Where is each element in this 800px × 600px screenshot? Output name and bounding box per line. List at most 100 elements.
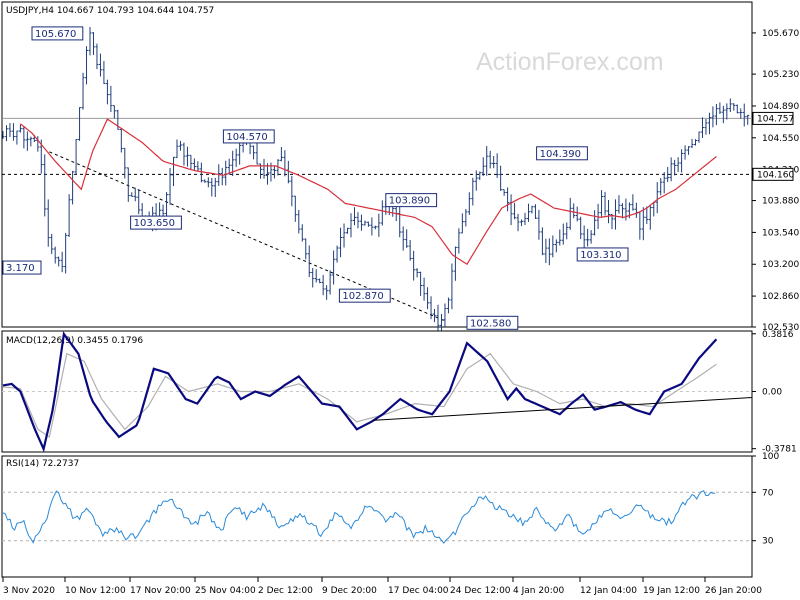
annotation-label: 103.890 bbox=[389, 196, 430, 207]
ohlc-bar bbox=[742, 103, 746, 127]
ohlc-bar bbox=[307, 245, 311, 278]
ohlc-bar bbox=[85, 46, 89, 85]
ohlc-bar bbox=[185, 146, 189, 167]
ohlc-bar bbox=[339, 227, 343, 258]
ohlc-bar bbox=[464, 209, 468, 227]
macd-panel: MACD(12,26,9) 0.3455 0.1796 0.3816 0.00 -0… bbox=[1, 330, 797, 455]
ohlc-bar bbox=[265, 163, 269, 185]
ohlc-bar bbox=[102, 61, 106, 84]
ohlc-bar bbox=[405, 229, 409, 248]
moving-average bbox=[20, 118, 717, 266]
ohlc-bar bbox=[325, 285, 329, 300]
x-tick-label: 4 Jan 20:00 bbox=[513, 586, 565, 596]
ohlc-bar bbox=[481, 157, 485, 177]
ohlc-bar bbox=[67, 194, 71, 238]
ohlc-bar bbox=[565, 222, 569, 240]
ohlc-bar bbox=[15, 130, 19, 145]
ohlc-bar bbox=[352, 207, 356, 226]
ohlc-bar bbox=[666, 166, 670, 183]
ohlc-bar bbox=[485, 146, 489, 176]
ohlc-bar bbox=[572, 203, 576, 219]
x-axis: 3 Nov 2020 10 Nov 12:00 17 Nov 20:00 25 Nov… bbox=[2, 577, 762, 596]
rsi-line bbox=[2, 490, 716, 544]
ohlc-bar bbox=[707, 112, 711, 135]
ohlc-bar bbox=[478, 171, 482, 181]
ohlc-bar bbox=[474, 170, 478, 191]
ohlc-bar bbox=[582, 225, 586, 251]
ohlc-bar bbox=[460, 213, 464, 234]
ohlc-bar bbox=[673, 159, 677, 176]
macd-path bbox=[2, 331, 718, 453]
ohlc-bar bbox=[446, 297, 450, 314]
ohlc-bar bbox=[648, 204, 652, 230]
reference-level-marker-label: 104.160 bbox=[757, 170, 794, 180]
ohlc-bar bbox=[415, 268, 419, 278]
ohlc-bar bbox=[380, 200, 384, 226]
annotation-box bbox=[466, 315, 519, 330]
reference-level-marker-box bbox=[752, 167, 794, 181]
moving-average-line bbox=[20, 118, 717, 266]
ohlc-bar bbox=[687, 146, 691, 155]
ohlc-bar bbox=[412, 250, 416, 281]
rsi-panel-frame bbox=[1, 455, 753, 578]
ohlc-bar bbox=[314, 269, 318, 283]
ohlc-bar bbox=[513, 202, 517, 220]
annotation-box bbox=[130, 215, 182, 230]
ohlc-bar bbox=[81, 72, 85, 110]
ohlc-bar bbox=[199, 162, 203, 183]
x-tick-label: 3 Nov 2020 bbox=[3, 586, 55, 596]
price-tick-label: 103.880 bbox=[762, 197, 799, 207]
annotation-box bbox=[2, 260, 42, 275]
ohlc-bar bbox=[492, 156, 496, 169]
ohlc-bar bbox=[297, 209, 301, 234]
ohlc-bar bbox=[300, 224, 304, 242]
ohlc-bar bbox=[53, 246, 57, 264]
ohlc-bar bbox=[401, 226, 405, 251]
ohlc-bar bbox=[370, 217, 374, 236]
ohlc-bar bbox=[78, 107, 82, 141]
annotation-box bbox=[385, 193, 438, 208]
ohlc-bar bbox=[506, 187, 510, 212]
annotation-label: 3.170 bbox=[6, 263, 35, 274]
ohlc-bar bbox=[272, 166, 276, 179]
ohlc-bar bbox=[450, 263, 454, 310]
ohlc-bar bbox=[471, 177, 475, 206]
price-tick-label: 104.550 bbox=[762, 134, 799, 144]
ohlc-bar bbox=[165, 192, 169, 218]
ohlc-bar bbox=[453, 246, 457, 281]
ohlc-bar bbox=[683, 145, 687, 160]
price-reference-line bbox=[2, 117, 752, 175]
ohlc-bar bbox=[234, 148, 238, 168]
rsi-tick-label: 100 bbox=[762, 452, 779, 462]
ohlc-bar bbox=[436, 304, 440, 336]
macd-tick-label: 0.3816 bbox=[762, 330, 794, 340]
ohlc-bar bbox=[172, 156, 176, 187]
ohlc-bar bbox=[676, 157, 680, 172]
ohlc-bar bbox=[690, 138, 694, 148]
ohlc-bar bbox=[732, 103, 736, 111]
ohlc-bar bbox=[213, 177, 217, 197]
ohlc-bar bbox=[488, 150, 492, 169]
ohlc-bar bbox=[544, 238, 548, 264]
rsi-panel: RSI(14) 72.2737 100 70 30 bbox=[1, 452, 779, 578]
ohlc-bar bbox=[311, 268, 315, 288]
ohlc-bar bbox=[680, 149, 684, 173]
ohlc-bar bbox=[206, 177, 210, 188]
price-panel-frame bbox=[1, 1, 753, 328]
ohlc-bar bbox=[551, 235, 555, 258]
price-tick-label: 105.230 bbox=[762, 70, 799, 80]
annotation-box bbox=[338, 288, 391, 303]
ohlc-bar bbox=[408, 240, 412, 261]
ohlc-bar bbox=[175, 139, 179, 159]
ohlc-bar bbox=[119, 128, 123, 153]
ohlc-bar bbox=[22, 125, 26, 149]
current-price-marker: 104.757 bbox=[752, 111, 794, 125]
ohlc-bar bbox=[613, 199, 617, 230]
ohlc-bar bbox=[168, 168, 172, 205]
ohlc-bar bbox=[373, 225, 377, 230]
macd-header: MACD(12,26,9) 0.3455 0.1796 bbox=[6, 336, 143, 346]
ohlc-bar bbox=[645, 206, 649, 224]
ohlc-bar bbox=[335, 245, 339, 263]
ohlc-bar bbox=[64, 232, 68, 274]
